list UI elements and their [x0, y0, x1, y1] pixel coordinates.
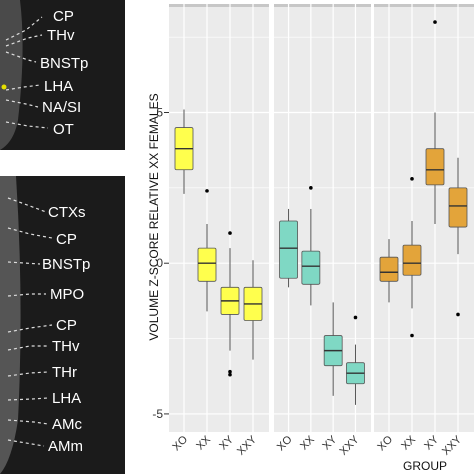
y-tick-label: -5	[152, 407, 163, 421]
panel-background	[169, 4, 269, 432]
outlier-point	[456, 312, 460, 317]
box-body	[448, 187, 468, 228]
x-tick-label: XY	[217, 433, 236, 452]
y-tick-label: 0	[156, 256, 163, 270]
box-body	[379, 256, 399, 282]
outlier-point	[353, 315, 358, 320]
x-tick-label: XXY	[338, 433, 363, 458]
leader-line	[7, 419, 49, 425]
box-xxy	[448, 157, 468, 317]
leader-line	[7, 293, 46, 297]
box-xx	[197, 189, 217, 312]
outlier-point	[228, 369, 232, 374]
leader-line	[7, 397, 49, 401]
y-axis-label: VOLUME Z-SCORE RELATIVE XX FEMALES	[147, 93, 161, 340]
box-xx	[402, 177, 422, 338]
brain-image-panel: CP THv BNSTp LHA NA/SI OT CTXs CP BNSTp …	[0, 0, 125, 474]
box-xo	[379, 239, 399, 303]
x-tick-label: XX	[298, 433, 317, 452]
leader-line	[7, 197, 47, 213]
region-label: MPO	[50, 286, 84, 303]
leader-line	[7, 371, 49, 377]
box-body	[402, 244, 422, 276]
outlier-point	[410, 177, 414, 181]
region-label: CP	[56, 231, 77, 248]
outlier-point	[433, 20, 437, 24]
outlier-point	[205, 189, 209, 193]
leader-line	[5, 121, 49, 129]
region-label: AMc	[52, 416, 83, 433]
x-tick-label: XO	[170, 433, 190, 453]
box-xxy	[243, 260, 263, 360]
region-label: CP	[53, 8, 74, 25]
box-body	[197, 247, 217, 282]
box-body	[279, 220, 298, 279]
outlier-point	[309, 186, 313, 190]
facet-strip	[274, 4, 371, 7]
leader-line	[5, 84, 41, 91]
x-tick-label: XXY	[235, 433, 260, 458]
outlier-point	[410, 333, 414, 338]
x-tick-label: XX	[399, 433, 418, 452]
box-body	[425, 148, 445, 186]
box-xo	[174, 109, 194, 194]
leader-line	[7, 324, 53, 333]
leader-line	[7, 345, 48, 351]
leader-line	[7, 439, 45, 447]
y-tick-label: 5	[156, 106, 163, 120]
box-body	[301, 250, 321, 285]
panel-background	[274, 4, 371, 432]
boxplot-chart: VOLUME Z-SCORE RELATIVE XX FEMALES GROUP…	[147, 4, 474, 473]
region-label: OT	[53, 121, 74, 138]
region-label: NA/SI	[42, 99, 81, 116]
brain-image-bottom	[0, 176, 125, 474]
y-axis-ticks: -5 0 5	[152, 106, 169, 421]
leader-line	[7, 227, 53, 239]
x-tick-label: XY	[422, 433, 441, 452]
region-label: THv	[47, 27, 75, 44]
x-tick-label: XXY	[440, 433, 465, 458]
region-label: CTXs	[48, 204, 86, 221]
region-label: THr	[52, 364, 77, 381]
region-label: CP	[56, 317, 77, 334]
outlier-point	[228, 231, 232, 235]
leader-line	[5, 99, 39, 108]
region-label: BNSTp	[42, 256, 90, 273]
highlight-spot	[1, 84, 7, 90]
region-label: BNSTp	[40, 55, 88, 72]
box-xy	[220, 231, 240, 377]
panel-gap	[0, 150, 125, 176]
region-label: LHA	[44, 78, 73, 95]
brain-tissue-top	[0, 0, 23, 150]
region-label: THv	[52, 338, 80, 355]
x-tick-label: XX	[194, 433, 213, 452]
region-label: LHA	[52, 390, 81, 407]
box-xy	[323, 302, 343, 396]
x-axis-label: GROUP	[403, 459, 447, 473]
x-tick-label: XO	[375, 433, 395, 453]
x-tick-label: XO	[275, 433, 295, 453]
outlier-point	[228, 372, 232, 377]
leader-line	[5, 16, 43, 41]
box-xo	[279, 208, 298, 288]
box-xxy	[346, 315, 365, 405]
leader-line	[5, 51, 37, 63]
leader-line	[7, 261, 41, 265]
box-xy	[425, 20, 445, 225]
facet-strip	[374, 4, 474, 7]
facet-strip	[169, 4, 269, 7]
region-label: AMm	[48, 438, 83, 455]
leader-line	[5, 34, 43, 47]
box-xx	[301, 186, 321, 306]
